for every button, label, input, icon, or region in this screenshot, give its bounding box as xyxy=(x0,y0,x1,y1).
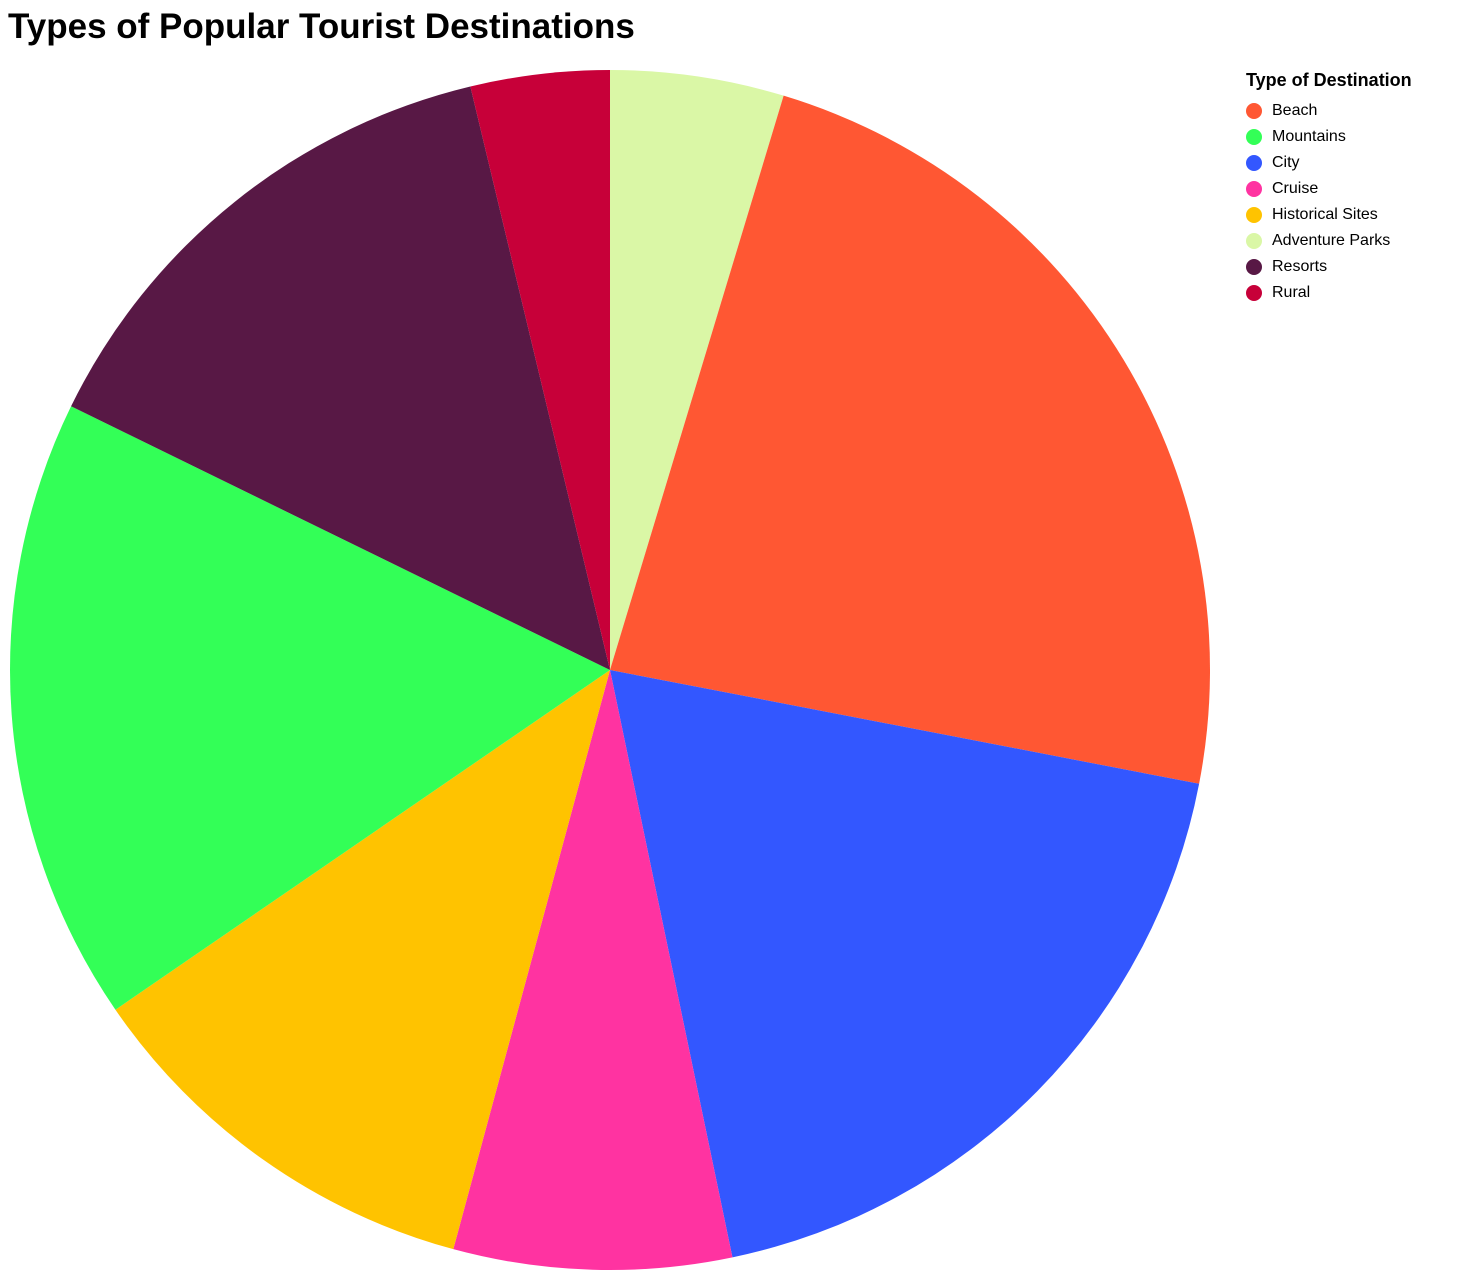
legend-swatch xyxy=(1246,233,1262,249)
legend-title: Type of Destination xyxy=(1246,70,1412,90)
legend-label: Mountains xyxy=(1272,128,1346,145)
legend-label: Cruise xyxy=(1272,180,1319,197)
legend-label: Historical Sites xyxy=(1272,206,1378,223)
legend-swatch xyxy=(1246,155,1262,171)
legend-item-resorts: Resorts xyxy=(1246,254,1412,280)
legend-label: Rural xyxy=(1272,284,1311,301)
pie-slice-adventure-parks[interactable] xyxy=(610,70,784,670)
legend-item-rural: Rural xyxy=(1246,280,1412,306)
chart-title: Types of Popular Tourist Destinations xyxy=(8,7,635,46)
legend-swatch xyxy=(1246,285,1262,301)
legend: Type of Destination Beach Mountains City Cr… xyxy=(1246,70,1412,306)
pie-slice-historical-sites[interactable] xyxy=(115,670,610,1250)
legend-label: City xyxy=(1272,154,1300,171)
pie-slice-city[interactable] xyxy=(610,670,1200,1258)
legend-label: Resorts xyxy=(1272,258,1328,275)
pie-slice-resorts[interactable] xyxy=(71,86,610,671)
legend-swatch xyxy=(1246,103,1262,119)
legend-label: Beach xyxy=(1272,102,1318,119)
legend-swatch xyxy=(1246,259,1262,275)
legend-swatch xyxy=(1246,181,1262,197)
legend-swatch xyxy=(1246,129,1262,145)
pie-slices xyxy=(10,70,1211,1270)
legend-item-historical-sites: Historical Sites xyxy=(1246,202,1412,228)
pie-slice-beach[interactable] xyxy=(610,95,1211,784)
pie-slice-mountains[interactable] xyxy=(10,406,610,1010)
legend-item-beach: Beach xyxy=(1246,98,1412,124)
pie-slice-cruise[interactable] xyxy=(453,670,733,1270)
pie-slice-rural[interactable] xyxy=(470,70,610,670)
legend-swatch xyxy=(1246,207,1262,223)
legend-item-adventure-parks: Adventure Parks xyxy=(1246,228,1412,254)
legend-item-mountains: Mountains xyxy=(1246,124,1412,150)
legend-items: Beach Mountains City Cruise Historical Sites… xyxy=(1246,98,1412,306)
legend-item-cruise: Cruise xyxy=(1246,176,1412,202)
legend-label: Adventure Parks xyxy=(1272,232,1391,249)
legend-item-city: City xyxy=(1246,150,1412,176)
